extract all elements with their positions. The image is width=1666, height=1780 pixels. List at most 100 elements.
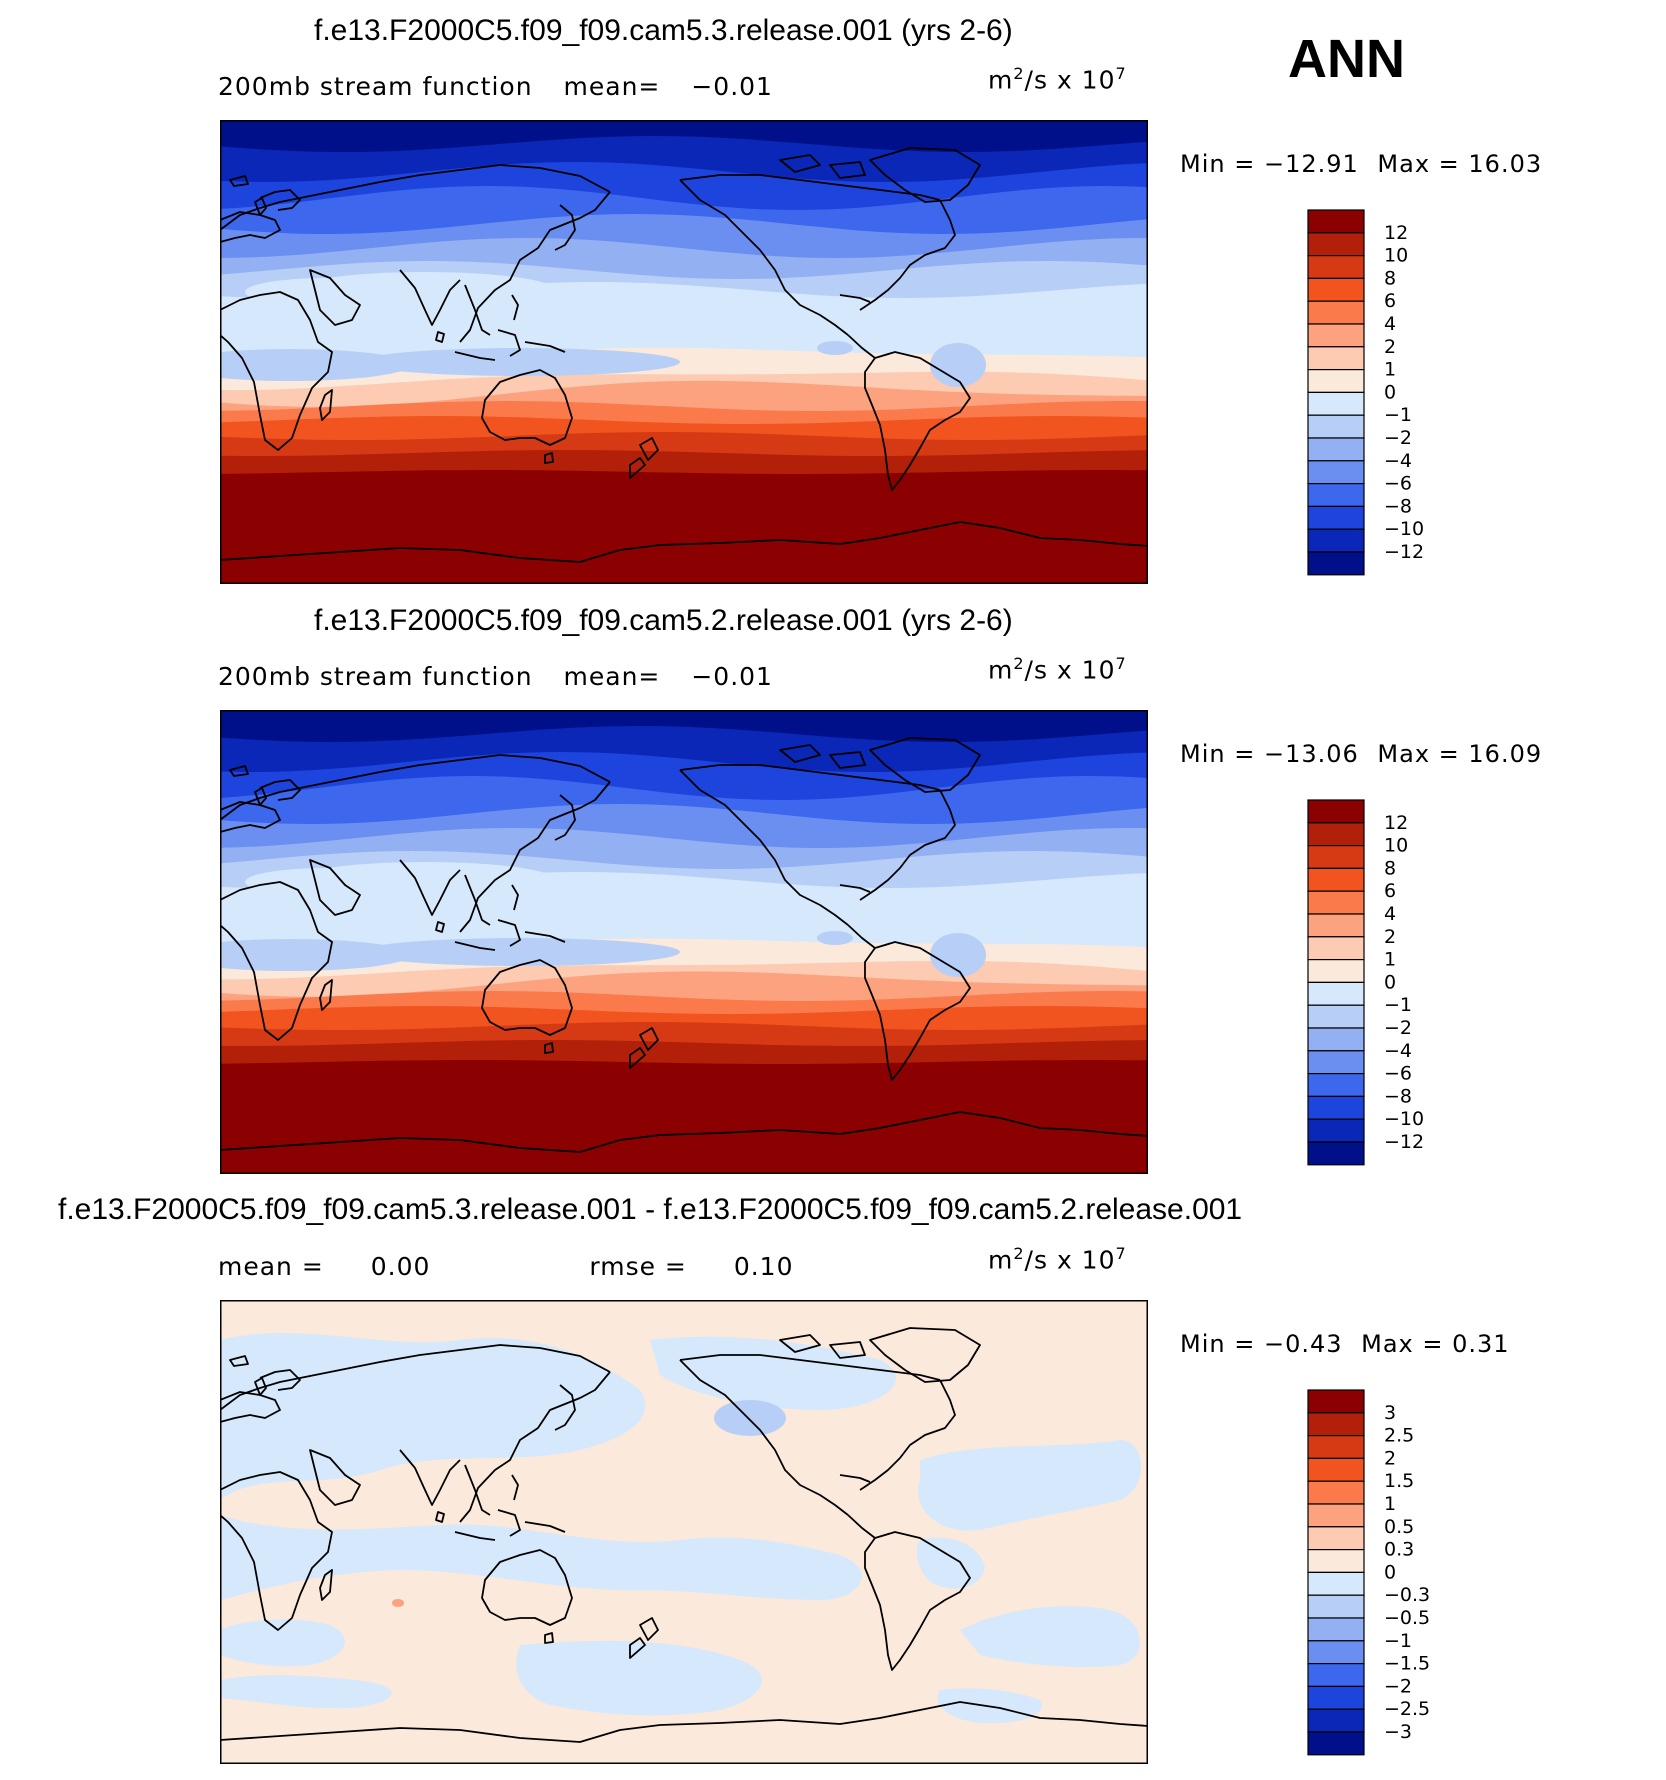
panel1-coastline-segment: [779, 154, 821, 173]
panel2-units-exp: 2: [1013, 654, 1025, 673]
panel2-colorbar-label: 0: [1384, 971, 1396, 993]
panel1-colorbar-label: −12: [1384, 541, 1424, 563]
panel2-map: [220, 710, 1148, 1174]
panel3-colorbar-label: 1.5: [1384, 1470, 1414, 1492]
panel2-title: f.e13.F2000C5.f09_f09.cam5.2.release.001…: [314, 604, 1013, 637]
season-label: ANN: [1288, 29, 1405, 89]
panel1-contour-blob: [817, 341, 853, 355]
panel2-units-exp2: 7: [1115, 654, 1127, 673]
panel1-contour-band: [220, 470, 1148, 584]
panel2-coastline-segment: [859, 789, 956, 901]
panel1-coastline-segment: [679, 179, 849, 336]
panel2-coastline-segment: [544, 1042, 554, 1054]
panel1-coastline-segment: [554, 204, 576, 251]
panel3-colorbar-box: [1307, 1571, 1365, 1596]
panel3-contour-band: [918, 1440, 1141, 1531]
panel2-colorbar-label: −10: [1384, 1108, 1424, 1130]
panel1-colorbar-label: 10: [1384, 245, 1408, 267]
panel2-colorbar-label: −4: [1384, 1040, 1412, 1062]
panel1-colorbar-label: −2: [1384, 427, 1412, 449]
panel1-mean-value: −0.01: [691, 72, 773, 101]
panel2-coastline-segment: [435, 921, 445, 933]
panel2-colorbar-label: 4: [1384, 903, 1396, 925]
panel3-rmse-label: rmse =: [589, 1252, 687, 1281]
panel3-colorbar-label: 2: [1384, 1447, 1396, 1469]
panel3-colorbar-label: −3: [1384, 1721, 1412, 1743]
panel1-colorbar-label: −4: [1384, 450, 1412, 472]
panel3-coastline-segment: [220, 1391, 281, 1423]
panel2-colorbar-label: −1: [1384, 994, 1412, 1016]
panel3-coastline-segment: [859, 1379, 956, 1491]
panel1-contour-blob: [930, 343, 986, 387]
panel3-coastline-segment: [481, 1549, 573, 1626]
panel1-contour-blob: [245, 278, 405, 306]
panel1-coastline-segment: [220, 521, 1148, 563]
panel1-coastline-segment: [464, 284, 491, 336]
panel3-colorbar-box: [1307, 1457, 1365, 1482]
panel1-variable-name: 200mb stream function: [218, 72, 533, 101]
panel3-colorbar-label: 1: [1384, 1493, 1396, 1515]
panel2-coastline-segment: [524, 931, 566, 943]
panel2-coastline-segment: [309, 859, 361, 916]
panel2-colorbar-label: 10: [1384, 835, 1408, 857]
panel1-colorbar-label: −8: [1384, 495, 1412, 517]
panel1-colorbar-box: [1307, 437, 1365, 462]
panel2-mean-label: mean=: [563, 662, 661, 691]
panel1-colorbar-label: 8: [1384, 267, 1396, 289]
panel3-coastline-segment: [497, 1509, 521, 1537]
panel3-colorbar-label: 3: [1384, 1402, 1396, 1424]
panel1-colorbar-label: 2: [1384, 336, 1396, 358]
panel2-coastlines: [220, 737, 1148, 1153]
panel2-coastline-segment: [259, 779, 301, 801]
panel1-coastline-segment: [220, 164, 611, 231]
panel2-units: m2/s x 107: [988, 654, 1127, 684]
panel3-coastline-segment: [309, 1449, 361, 1506]
panel3-coastline-segment: [511, 1474, 519, 1501]
panel1-coastlines: [220, 147, 1148, 563]
panel2-colorbar-label: 6: [1384, 880, 1396, 902]
panel2-contour-blob: [220, 939, 410, 971]
panel1-map-frame: [220, 120, 1148, 584]
panel1-coastline-segment: [309, 269, 361, 326]
panel3-map-frame: [220, 1300, 1148, 1764]
panel2-colorbar-label: −2: [1384, 1017, 1412, 1039]
panel2-contour-blob: [817, 931, 853, 945]
panel3-coastline-segment: [435, 1511, 445, 1523]
panel3-contour-band: [960, 1606, 1140, 1667]
panel3-colorbar-label: 0.3: [1384, 1539, 1414, 1561]
panel2-colorbar-label: 1: [1384, 949, 1396, 971]
panel1-colorbar-box: [1307, 528, 1365, 553]
panel2-coastline-segment: [847, 924, 876, 949]
panel2-variable-label: 200mb stream function mean= −0.01: [218, 662, 773, 691]
panel1-colorbar-box: [1307, 277, 1365, 302]
panel3-coastline-segment: [319, 1569, 333, 1601]
panel1-units-base: m: [988, 65, 1014, 95]
panel3-colorbar-box: [1307, 1412, 1365, 1437]
panel3-colorbar-box: [1307, 1640, 1365, 1665]
panel3-coastline-segment: [544, 1632, 554, 1644]
panel3-rmse-value: 0.10: [733, 1252, 794, 1281]
panel1-colorbar-box: [1307, 483, 1365, 508]
panel2-contour-blob: [245, 868, 405, 896]
panel3-coastline-segment: [847, 1514, 876, 1539]
panel1-min-label: Min = −12.91: [1180, 150, 1359, 178]
panel3-colorbar-box: [1307, 1663, 1365, 1688]
panel2-colorbar-box: [1307, 1118, 1365, 1143]
panel1-colorbar-label: −1: [1384, 404, 1412, 426]
panel3-coastline-segment: [639, 1617, 659, 1641]
panel1-coastline-segment: [639, 437, 659, 461]
panel2-colorbar-label: 8: [1384, 857, 1396, 879]
panel3-colorbar-box: [1307, 1708, 1365, 1733]
panel1-coastline-segment: [220, 211, 281, 243]
panel1-coastline-segment: [454, 351, 496, 361]
panel3-mean-label: mean =: [218, 1252, 324, 1281]
panel3-units-exp: 2: [1013, 1244, 1025, 1263]
panel3-colorbar-label: −2.5: [1384, 1698, 1430, 1720]
panel3-contour-blob: [392, 1599, 404, 1607]
panel2-colorbar-box: [1307, 822, 1365, 847]
panel3-min-label: Min = −0.43: [1180, 1330, 1343, 1358]
panel3-units-mid: /s x 10: [1024, 1245, 1116, 1275]
panel2-coastline-segment: [779, 744, 821, 763]
